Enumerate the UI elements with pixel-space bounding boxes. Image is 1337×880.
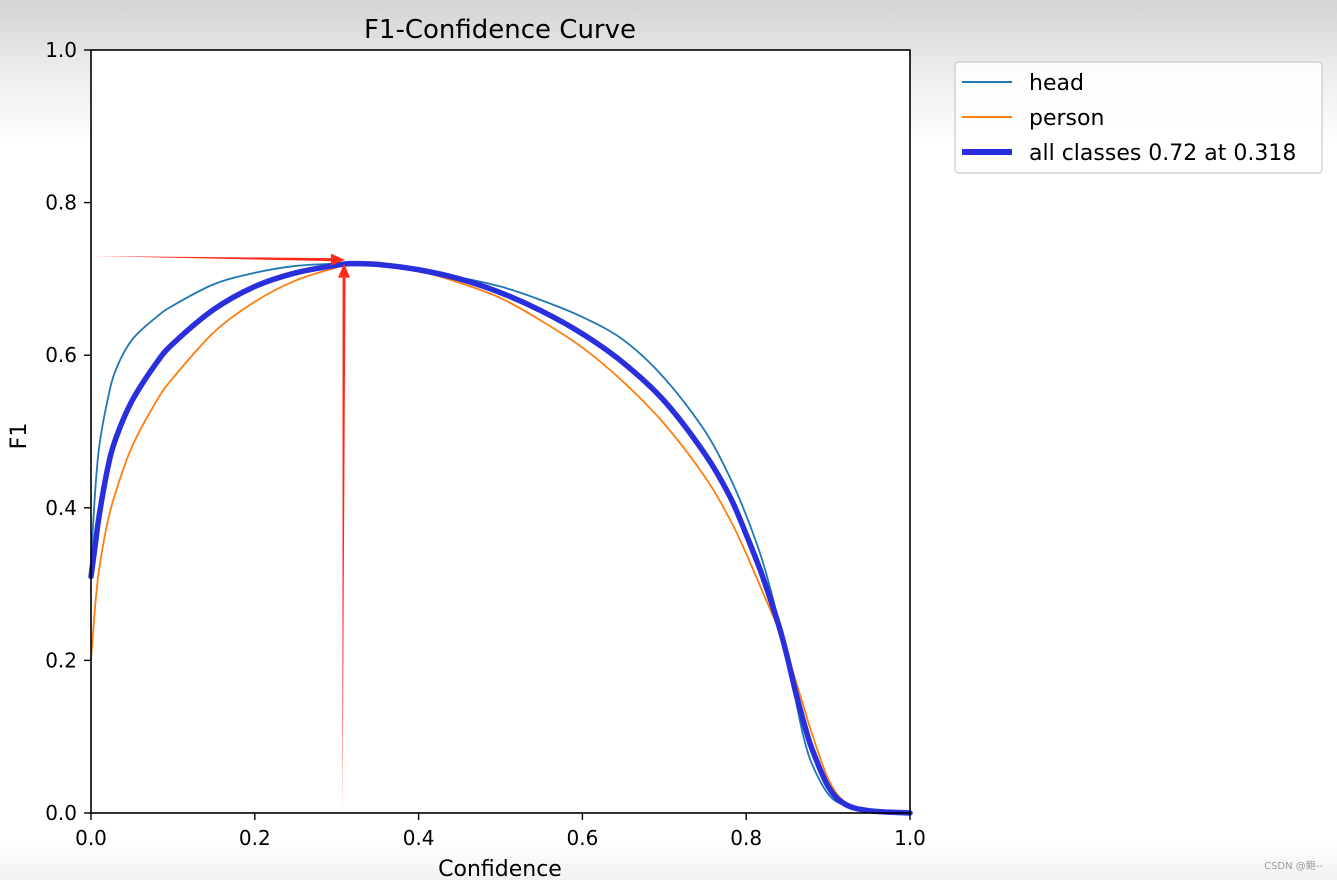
series-layer — [88, 260, 913, 816]
legend: head person all classes 0.72 at 0.318 — [954, 61, 1323, 174]
series-line-all — [88, 260, 913, 816]
annotation-arrow-2 — [338, 263, 351, 813]
legend-label-person: person — [1029, 106, 1104, 131]
legend-label-all: all classes 0.72 at 0.318 — [1029, 141, 1296, 166]
y-axis-label: F1 — [7, 423, 32, 450]
x-tick-label: 0.0 — [75, 826, 107, 850]
legend-box — [954, 61, 1323, 174]
x-axis-ticks: 0.0 0.2 0.4 0.6 0.8 1.0 — [75, 813, 926, 850]
x-tick-label: 1.0 — [894, 826, 926, 850]
plot-frame — [90, 49, 911, 814]
chart-title: F1-Confidence Curve — [364, 15, 636, 45]
y-tick-label: 0.8 — [45, 191, 77, 215]
series-line-head — [90, 262, 911, 814]
y-tick-label: 0.4 — [45, 496, 77, 520]
y-tick-label: 1.0 — [45, 38, 77, 62]
watermark-text: CSDN @鲍-- — [1264, 861, 1323, 872]
x-axis-label: Confidence — [438, 857, 562, 880]
x-tick-label: 0.6 — [566, 826, 598, 850]
y-tick-label: 0.6 — [45, 343, 77, 367]
plot-area — [91, 50, 910, 813]
x-tick-label: 0.4 — [403, 826, 435, 850]
series-line-person — [90, 262, 911, 814]
x-tick-label: 0.8 — [730, 826, 762, 850]
y-tick-label: 0.0 — [45, 801, 77, 825]
y-tick-label: 0.2 — [45, 648, 77, 672]
annotation-arrow-1 — [91, 253, 345, 266]
legend-entries: head person all classes 0.72 at 0.318 — [962, 71, 1296, 166]
annotation-layer — [91, 253, 351, 813]
legend-label-head: head — [1029, 71, 1084, 96]
y-axis-ticks: 0.0 0.2 0.4 0.6 0.8 1.0 — [45, 38, 91, 825]
x-tick-label: 0.2 — [239, 826, 271, 850]
